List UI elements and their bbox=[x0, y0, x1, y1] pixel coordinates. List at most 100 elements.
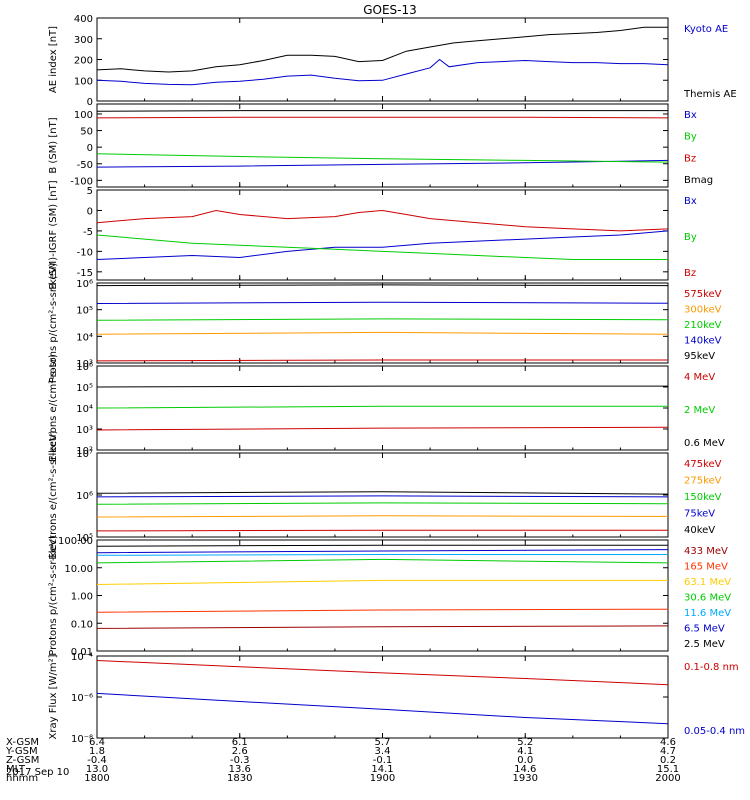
y-tick-label: 100 bbox=[74, 76, 93, 87]
legend-label: 475keV bbox=[684, 459, 722, 470]
series-line-bz bbox=[96, 209, 669, 232]
y-tick-label: -100 bbox=[70, 176, 93, 187]
legend-label: 210keV bbox=[684, 320, 722, 331]
table-cell: 3.4 bbox=[375, 746, 391, 757]
y-axis-label: B (SM)-IGRF (SM) [nT] bbox=[48, 180, 59, 289]
y-tick-label: 10⁶ bbox=[76, 362, 93, 373]
series-line-210kev bbox=[96, 318, 669, 321]
table-cell: 4.6 bbox=[660, 737, 676, 748]
legend-label: Bz bbox=[684, 153, 696, 164]
panel-8: 10⁻⁸ 10⁻⁶ 10⁻⁴ Xray Flux [W/m²] 0.1-0.8 nm 0.… bbox=[48, 652, 745, 745]
series-line-themis-ae bbox=[96, 26, 668, 73]
legend-label: 40keV bbox=[684, 525, 715, 536]
panel-4: 10³ 10⁴ 10⁵ 10⁶ Protons p/(cm²-s-sr-keV) 575k… bbox=[48, 263, 722, 384]
table-row-label: Y-GSM bbox=[5, 746, 38, 757]
legend-label: 275keV bbox=[684, 476, 722, 487]
y-tick-label: 10⁻⁸ bbox=[71, 734, 93, 745]
series-line-150kev bbox=[96, 502, 669, 505]
series-line-6-5-mev bbox=[96, 549, 669, 554]
legend-label: 0.6 MeV bbox=[684, 438, 725, 449]
series-line-by bbox=[96, 153, 669, 163]
legend-label: Bx bbox=[684, 110, 697, 121]
y-tick-label: 0 bbox=[87, 97, 93, 108]
y-axis-label: Electrons e/(cm²-s-sr) bbox=[48, 354, 59, 462]
y-axis-label: AE index [nT] bbox=[48, 26, 59, 93]
y-axis-label: Protons p/(cm²-s-sr-keV) bbox=[48, 263, 59, 384]
y-tick-label: 1.00 bbox=[71, 592, 93, 603]
y-tick-label: 10⁵ bbox=[76, 383, 93, 394]
series-line-0-6-mev bbox=[96, 385, 668, 388]
series-line-433-mev bbox=[96, 625, 669, 629]
y-tick-label: 10⁶ bbox=[76, 491, 93, 502]
y-tick-label: 10⁴ bbox=[76, 404, 93, 415]
table-cell: 6.4 bbox=[89, 737, 105, 748]
panel-frame bbox=[96, 103, 669, 188]
series-line-2-5-mev bbox=[96, 544, 668, 547]
y-tick-label: 0.10 bbox=[71, 619, 93, 630]
panel-frame bbox=[96, 452, 669, 538]
table-cell: 14.1 bbox=[371, 764, 393, 775]
series-line-275kev bbox=[96, 515, 669, 518]
series-line-575kev bbox=[96, 359, 668, 362]
table-cell: -0.4 bbox=[87, 755, 107, 766]
y-tick-label: -15 bbox=[77, 268, 93, 279]
table-cell: 1.8 bbox=[89, 746, 105, 757]
y-tick-label: -10 bbox=[77, 247, 93, 258]
legend-label: 165 MeV bbox=[684, 562, 728, 573]
table-cell: 1800 bbox=[84, 773, 109, 784]
legend-label: 0.05-0.4 nm bbox=[684, 726, 745, 737]
y-tick-label: 10³ bbox=[76, 425, 93, 436]
series-line-bz bbox=[96, 116, 669, 119]
y-tick-label: 10³ bbox=[76, 359, 93, 370]
table-cell: 5.7 bbox=[375, 737, 391, 748]
y-tick-label: 0 bbox=[87, 143, 93, 154]
panel-frame bbox=[96, 365, 669, 451]
y-tick-label: 10⁷ bbox=[76, 449, 93, 460]
y-tick-label: 100 bbox=[74, 110, 93, 121]
series-line-2-mev bbox=[96, 405, 668, 409]
y-tick-label: 0.01 bbox=[71, 647, 93, 658]
table-row-label: Z-GSM bbox=[6, 755, 39, 766]
legend-label: 2.5 MeV bbox=[684, 639, 725, 650]
table-cell: 13.0 bbox=[86, 764, 108, 775]
panel-1: 0 100 200 300 400 AE index [nT] Kyoto AE Themis… bbox=[48, 14, 737, 108]
series-line-40kev bbox=[96, 491, 669, 495]
panel-frame bbox=[96, 655, 669, 739]
series-line-11-6-mev bbox=[96, 554, 668, 556]
y-tick-label: 10⁵ bbox=[76, 533, 93, 544]
table-cell: 0.0 bbox=[517, 755, 533, 766]
legend-label: 75keV bbox=[684, 509, 715, 520]
table-cell: 14.6 bbox=[514, 764, 536, 775]
legend-label: 6.5 MeV bbox=[684, 624, 725, 635]
series-line-0-1-0-8-nm bbox=[96, 660, 669, 686]
legend-label: By bbox=[684, 132, 697, 143]
y-tick-label: 10⁻⁶ bbox=[71, 693, 93, 704]
legend-label: Themis AE bbox=[683, 89, 737, 100]
panel-2: -100 -50 0 50 100 B (SM) [nT] Bx By Bz Bmag bbox=[48, 103, 713, 188]
table-cell: 4.1 bbox=[517, 746, 533, 757]
legend-label: 11.6 MeV bbox=[684, 608, 731, 619]
series-line-475kev bbox=[96, 529, 668, 532]
legend-label: 300keV bbox=[684, 305, 722, 316]
legend-label: Bmag bbox=[684, 175, 713, 186]
series-line-bmag bbox=[96, 110, 668, 112]
series-line-by bbox=[96, 234, 668, 260]
legend-label: By bbox=[684, 232, 697, 243]
y-tick-label: 5 bbox=[87, 186, 93, 197]
series-line-95kev bbox=[96, 284, 669, 287]
series-line-75kev bbox=[96, 495, 669, 498]
legend-label: Bx bbox=[684, 196, 697, 207]
table-cell: 15.1 bbox=[657, 764, 679, 775]
legend-label: 95keV bbox=[684, 351, 715, 362]
table-cell: 1830 bbox=[227, 773, 252, 784]
legend-label: 63.1 MeV bbox=[684, 577, 731, 588]
table-cell: 13.6 bbox=[229, 764, 251, 775]
panel-frame bbox=[96, 282, 669, 364]
panel-6: 10⁵ 10⁶ 10⁷ Electrons e/(cm²-s-sr-keV) 475ke… bbox=[48, 430, 722, 559]
table-row-label: X-GSM bbox=[6, 737, 39, 748]
legend-label: Bz bbox=[684, 268, 696, 279]
series-line-300kev bbox=[96, 331, 669, 335]
table-cell: 4.7 bbox=[660, 746, 676, 757]
